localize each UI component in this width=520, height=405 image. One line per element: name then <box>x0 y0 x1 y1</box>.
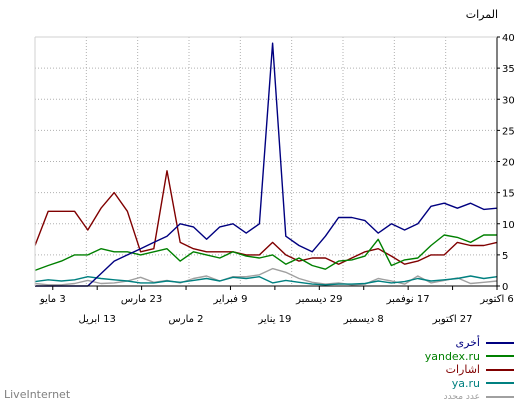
legend-swatch <box>486 341 514 344</box>
legend-swatch <box>486 382 514 385</box>
y-tick-label: 35 <box>502 64 515 75</box>
legend-label: yandex.ru <box>424 349 480 363</box>
y-tick-label: 25 <box>502 126 515 137</box>
series-line <box>34 275 498 286</box>
legend-swatch <box>486 395 514 398</box>
x-tick-label: 6 اكتوبر <box>479 294 514 305</box>
x-tick-label: 29 ديسمبر <box>295 294 342 305</box>
legend-item: اشارات <box>374 363 514 377</box>
line-chart: المرات 0 5 10 15 20 25 30 35 40 6 اكتوبر 17 نوفمب… <box>34 8 515 325</box>
legend-swatch <box>486 368 514 371</box>
legend-label: ya.ru <box>451 376 480 390</box>
legend-label: عدد محدد <box>443 391 480 402</box>
x-tick-label: 8 ديسمبر <box>343 314 384 325</box>
x-tick-label: 2 مارس <box>169 314 204 325</box>
y-tick-label: 0 <box>502 282 508 293</box>
legend-label: اشارات <box>445 363 480 377</box>
x-tick-label: 27 اكتوبر <box>432 314 473 325</box>
y-tick-label: 5 <box>502 251 508 262</box>
y-tick-labels: 0 5 10 15 20 25 30 35 40 <box>497 33 515 293</box>
x-tick-label: 13 ابريل <box>79 314 116 325</box>
y-tick-label: 20 <box>502 158 515 169</box>
y-axis-title: المرات <box>466 8 498 21</box>
y-tick-label: 10 <box>502 220 515 231</box>
series-line <box>35 42 498 287</box>
x-tick-label: 17 نوفمبر <box>386 294 430 305</box>
legend-item: ya.ru <box>374 377 514 391</box>
y-tick-label: 40 <box>502 33 515 44</box>
legend-item: عدد محدد <box>374 390 514 404</box>
x-tick-label: 23 مارس <box>121 294 162 305</box>
x-tick-label: 9 فبراير <box>212 294 247 305</box>
legend: أخرى yandex.ru اشارات ya.ru عدد محدد <box>374 336 514 404</box>
x-tick-label: 19 يناير <box>257 314 291 325</box>
x-tick-label: 3 مايو <box>39 294 66 305</box>
legend-item: yandex.ru <box>374 350 514 364</box>
series-lines <box>34 42 498 287</box>
legend-label: أخرى <box>455 336 480 350</box>
series-line <box>34 234 497 272</box>
legend-swatch <box>486 355 514 358</box>
x-tick-labels: 6 اكتوبر 17 نوفمبر 29 ديسمبر 9 فبراير 23 مار… <box>39 286 514 325</box>
y-tick-label: 30 <box>502 95 515 106</box>
legend-item: أخرى <box>374 336 514 350</box>
brand-logo-text: LiveInternet <box>4 388 71 401</box>
series-line <box>34 170 498 265</box>
series-line <box>34 267 498 286</box>
y-tick-label: 15 <box>502 189 515 200</box>
